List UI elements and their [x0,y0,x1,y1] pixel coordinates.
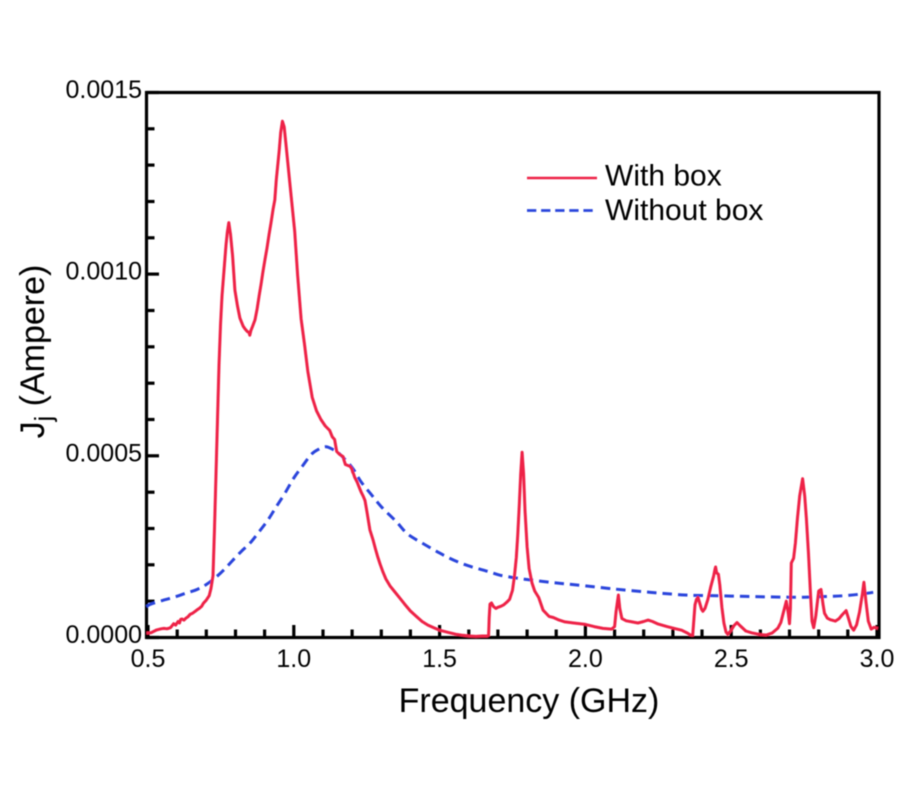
svg-text:1.0: 1.0 [276,645,311,673]
svg-text:0.0010: 0.0010 [66,258,142,286]
svg-text:With box: With box [605,160,722,193]
svg-text:0.0000: 0.0000 [66,621,142,649]
svg-text:0.5: 0.5 [131,645,166,673]
svg-text:1.5: 1.5 [422,645,457,673]
svg-text:Without box: Without box [605,194,763,227]
svg-text:Jj (Ampere): Jj (Ampere) [14,265,58,439]
svg-text:0.0015: 0.0015 [66,76,142,104]
svg-text:0.0005: 0.0005 [66,439,142,467]
svg-text:Frequency (GHz): Frequency (GHz) [399,682,660,720]
svg-text:3.0: 3.0 [860,645,895,673]
svg-text:2.5: 2.5 [714,645,749,673]
svg-text:2.0: 2.0 [568,645,603,673]
